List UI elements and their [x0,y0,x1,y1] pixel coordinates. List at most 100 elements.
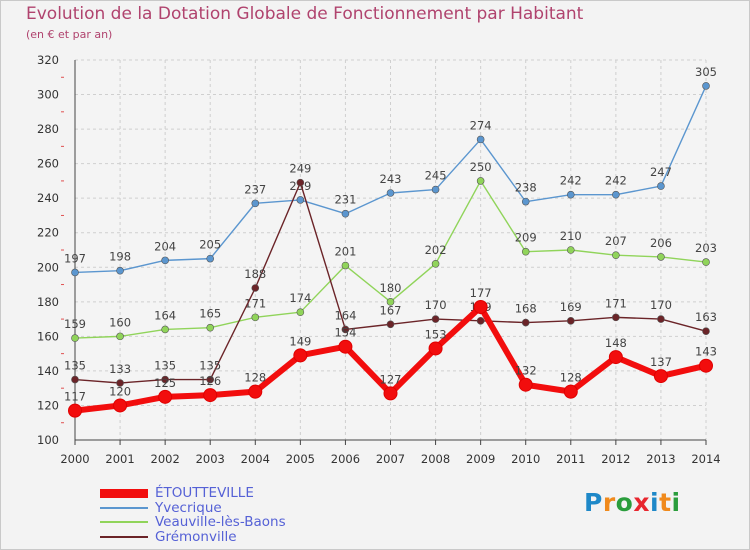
data-label-gremonville: 171 [605,296,627,310]
data-point-gremonville [702,327,710,335]
data-point-gremonville [431,315,440,323]
data-point-etoutteville [68,403,82,418]
data-label-yvecrique: 204 [154,239,176,253]
data-label-veauville-les-baons: 165 [199,307,221,321]
data-point-etoutteville [653,369,668,384]
x-tick-label: 2002 [151,452,180,466]
legend-swatch [100,535,148,538]
legend-label: Grémonville [155,528,237,545]
data-point-gremonville [116,379,124,387]
data-point-etoutteville [158,389,173,404]
data-point-gremonville [386,320,395,329]
y-tick-label: 200 [37,260,59,274]
data-label-etoutteville: 125 [154,376,176,390]
data-label-yvecrique: 305 [695,65,717,79]
proxiti-logo: Proxiti [584,488,681,517]
data-label-etoutteville: 132 [515,364,537,378]
data-point-yvecrique [71,268,79,277]
y-tick-label: 140 [37,364,59,378]
plot-area [75,60,706,440]
data-label-yvecrique: 197 [64,251,86,265]
y-tick-label: 260 [37,157,59,171]
data-label-etoutteville: 137 [650,355,672,369]
data-label-gremonville: 188 [244,267,266,281]
data-point-yvecrique [566,190,575,199]
data-label-veauville-les-baons: 209 [515,231,537,245]
data-point-gremonville [71,375,79,384]
data-point-yvecrique [296,196,305,204]
data-point-veauville-les-baons [431,260,440,268]
legend-swatch [100,521,148,523]
x-tick-label: 2009 [466,452,495,466]
data-point-gremonville [476,317,485,325]
x-tick-label: 2010 [511,452,540,466]
data-point-yvecrique [702,82,710,90]
x-tick-label: 2008 [421,452,450,466]
data-point-gremonville [161,375,169,384]
logo-letter: x [633,488,650,517]
data-label-veauville-les-baons: 159 [64,317,86,331]
chart-subtitle: (en € et par an) [26,28,113,41]
legend-label: Veauville-lès-Baons [155,514,286,530]
x-tick-label: 2012 [601,452,630,466]
data-point-etoutteville [383,386,398,401]
data-label-etoutteville: 143 [695,345,717,359]
x-tick-label: 2004 [241,452,270,466]
data-label-veauville-les-baons: 174 [289,291,311,305]
data-point-yvecrique [657,182,665,190]
x-tick-label: 2000 [60,452,89,466]
data-label-etoutteville: 153 [425,327,447,341]
data-point-gremonville [206,375,215,384]
data-point-yvecrique [431,185,440,194]
data-point-veauville-les-baons [566,246,575,254]
data-point-yvecrique [476,135,485,144]
data-label-etoutteville: 128 [244,371,266,385]
data-point-veauville-les-baons [206,323,215,332]
data-point-gremonville [251,284,260,292]
data-point-gremonville [657,315,665,323]
legend-label: Yvecrique [155,499,222,516]
data-label-veauville-les-baons: 202 [425,243,447,257]
data-label-etoutteville: 127 [380,372,402,386]
data-label-gremonville: 168 [515,302,537,316]
data-point-gremonville [566,317,575,325]
data-label-veauville-les-baons: 164 [154,308,176,322]
data-point-yvecrique [116,266,124,275]
data-label-gremonville: 169 [560,300,582,314]
data-point-veauville-les-baons [341,261,350,270]
data-point-etoutteville [699,358,713,373]
legend-swatch [100,489,148,498]
data-point-yvecrique [206,254,215,263]
legend-label: ÉTOUTTEVILLE [155,485,254,501]
y-tick-label: 320 [37,53,59,67]
data-point-etoutteville [293,348,308,363]
data-label-veauville-les-baons: 180 [380,281,402,295]
data-label-gremonville: 170 [425,298,447,312]
data-label-veauville-les-baons: 250 [470,160,492,174]
chart-title: Evolution de la Dotation Globale de Fonc… [26,4,584,24]
data-label-yvecrique: 231 [334,193,356,207]
data-label-etoutteville: 177 [470,286,492,300]
data-point-etoutteville [203,388,218,403]
y-tick-label: 100 [37,433,59,447]
data-label-veauville-les-baons: 201 [334,245,356,259]
data-label-veauville-les-baons: 207 [605,234,627,248]
y-tick-label: 240 [37,191,59,205]
data-label-yvecrique: 247 [650,165,672,179]
data-label-gremonville: 170 [650,298,672,312]
data-point-veauville-les-baons [386,298,395,306]
y-tick-label: 160 [37,329,59,343]
data-point-gremonville [521,318,530,327]
data-label-gremonville: 249 [289,162,311,176]
logo-letter: r [602,488,616,517]
data-label-veauville-les-baons: 160 [109,315,131,329]
data-label-yvecrique: 245 [425,169,447,183]
data-label-etoutteville: 128 [560,371,582,385]
data-point-veauville-les-baons [612,251,620,259]
data-label-gremonville: 135 [199,359,221,373]
data-point-veauville-les-baons [296,308,305,316]
x-tick-label: 2005 [286,452,315,466]
logo-letter: i [671,488,681,517]
data-point-gremonville [612,313,620,322]
data-point-etoutteville [428,341,443,356]
